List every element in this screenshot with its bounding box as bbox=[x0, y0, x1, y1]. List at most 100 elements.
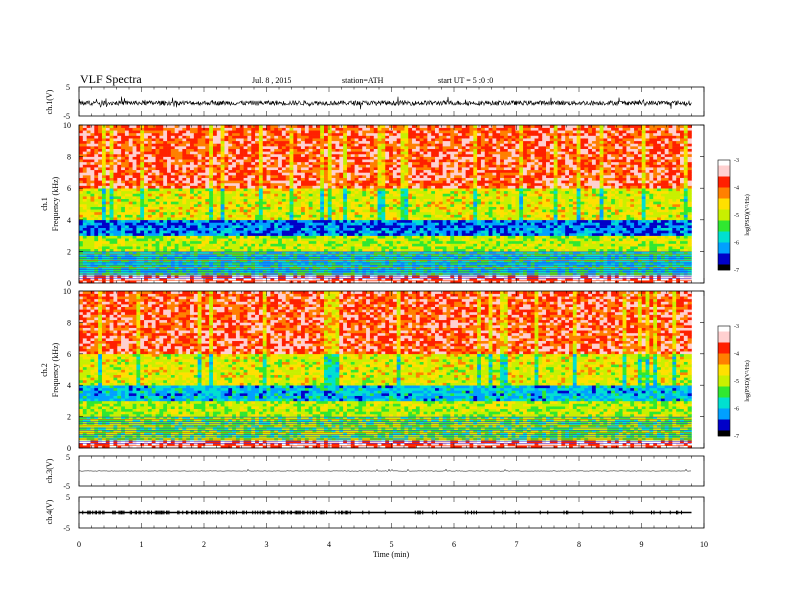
spectrogram-cell bbox=[110, 183, 114, 186]
spectrogram-cell bbox=[121, 257, 125, 260]
spectrogram-cell bbox=[232, 262, 236, 265]
spectrogram-cell bbox=[136, 151, 140, 154]
spectrogram-cell bbox=[148, 157, 152, 160]
spectrogram-cell bbox=[156, 130, 160, 133]
spectrogram-cell bbox=[389, 133, 393, 136]
spectrogram-cell bbox=[393, 133, 397, 136]
spectrogram-cell bbox=[355, 225, 359, 228]
spectrogram-cell bbox=[236, 204, 240, 207]
spectrogram-cell bbox=[163, 196, 167, 199]
spectrogram-cell bbox=[117, 180, 121, 183]
spectrogram-cell bbox=[125, 244, 129, 247]
spectrogram-cell bbox=[324, 138, 328, 141]
spectrogram-cell bbox=[121, 222, 125, 225]
spectrogram-cell bbox=[267, 222, 271, 225]
spectrogram-cell bbox=[267, 212, 271, 215]
spectrogram-cell bbox=[381, 220, 385, 223]
spectrogram-cell bbox=[293, 217, 297, 220]
spectrogram-cell bbox=[156, 175, 160, 178]
spectrogram-cell bbox=[255, 207, 259, 210]
spectrogram-cell bbox=[194, 183, 198, 186]
spectrogram-cell bbox=[179, 165, 183, 168]
spectrogram-cell bbox=[274, 191, 278, 194]
spectrogram-cell bbox=[347, 270, 351, 273]
spectrogram-cell bbox=[202, 180, 206, 183]
spectrogram-cell bbox=[274, 172, 278, 175]
spectrogram-cell bbox=[270, 180, 274, 183]
spectrogram-cell bbox=[313, 246, 317, 249]
spectrogram-cell bbox=[343, 193, 347, 196]
spectrogram-cell bbox=[335, 236, 339, 239]
spectrogram-cell bbox=[374, 178, 378, 181]
spectrogram-cell bbox=[255, 154, 259, 157]
spectrogram-cell bbox=[297, 262, 301, 265]
spectrogram-cell bbox=[117, 196, 121, 199]
spectrogram-cell bbox=[335, 193, 339, 196]
spectrogram-cell bbox=[190, 186, 194, 189]
spectrogram-cell bbox=[217, 207, 221, 210]
spectrogram-cell bbox=[355, 204, 359, 207]
spectrogram-cell bbox=[236, 162, 240, 165]
spectrogram-cell bbox=[209, 165, 213, 168]
spectrogram-cell bbox=[362, 138, 366, 141]
spectrogram-cell bbox=[129, 183, 133, 186]
spectrogram-cell bbox=[232, 175, 236, 178]
spectrogram-cell bbox=[247, 125, 251, 128]
spectrogram-cell bbox=[221, 146, 225, 149]
spectrogram-cell bbox=[358, 157, 362, 160]
spectrogram-cell bbox=[113, 146, 117, 149]
spectrogram-cell bbox=[113, 220, 117, 223]
spectrogram-cell bbox=[129, 207, 133, 210]
spectrogram-cell bbox=[251, 228, 255, 231]
spectrogram-cell bbox=[106, 138, 110, 141]
spectrogram-cell bbox=[366, 157, 370, 160]
spectrogram-cell bbox=[282, 225, 286, 228]
spectrogram-cell bbox=[236, 159, 240, 162]
spectrogram-cell bbox=[167, 143, 171, 146]
spectrogram-cell bbox=[156, 170, 160, 173]
spectrogram-cell bbox=[381, 186, 385, 189]
spectrogram-cell bbox=[259, 130, 263, 133]
spectrogram-cell bbox=[378, 236, 382, 239]
spectrogram-cell bbox=[374, 230, 378, 233]
spectrogram-cell bbox=[102, 130, 106, 133]
spectrogram-cell bbox=[156, 136, 160, 139]
spectrogram-cell bbox=[213, 233, 217, 236]
spectrogram-cell bbox=[224, 220, 228, 223]
spectrogram-cell bbox=[110, 128, 114, 131]
spectrogram-cell bbox=[251, 233, 255, 236]
spectrogram-cell bbox=[106, 215, 110, 218]
spectrogram-cell bbox=[106, 128, 110, 131]
spectrogram-cell bbox=[385, 133, 389, 136]
spectrogram-cell bbox=[316, 157, 320, 160]
spectrogram-cell bbox=[332, 188, 336, 191]
spectrogram-cell bbox=[140, 170, 144, 173]
spectrogram-cell bbox=[301, 183, 305, 186]
spectrogram-cell bbox=[106, 230, 110, 233]
spectrogram-cell bbox=[385, 130, 389, 133]
spectrogram-cell bbox=[129, 204, 133, 207]
spectrogram-cell bbox=[190, 157, 194, 160]
spectrogram-cell bbox=[267, 209, 271, 212]
spectrogram-cell bbox=[351, 162, 355, 165]
spectrogram-cell bbox=[358, 220, 362, 223]
spectrogram-cell bbox=[148, 217, 152, 220]
spectrogram-cell bbox=[286, 262, 290, 265]
spectrogram-cell bbox=[163, 193, 167, 196]
spectrogram-cell bbox=[305, 146, 309, 149]
spectrogram-cell bbox=[98, 220, 102, 223]
spectrogram-cell bbox=[136, 270, 140, 273]
spectrogram-cell bbox=[83, 207, 87, 210]
spectrogram-cell bbox=[90, 149, 94, 152]
spectrogram-cell bbox=[389, 130, 393, 133]
spectrogram-cell bbox=[366, 225, 370, 228]
spectrogram-cell bbox=[136, 128, 140, 131]
spectrogram-cell bbox=[202, 159, 206, 162]
spectrogram-cell bbox=[389, 183, 393, 186]
spectrogram-cell bbox=[106, 233, 110, 236]
spectrogram-cell bbox=[244, 270, 248, 273]
spectrogram-cell bbox=[274, 125, 278, 128]
ch1-waveform bbox=[79, 97, 692, 110]
spectrogram-cell bbox=[255, 236, 259, 239]
spectrogram-cell bbox=[217, 143, 221, 146]
